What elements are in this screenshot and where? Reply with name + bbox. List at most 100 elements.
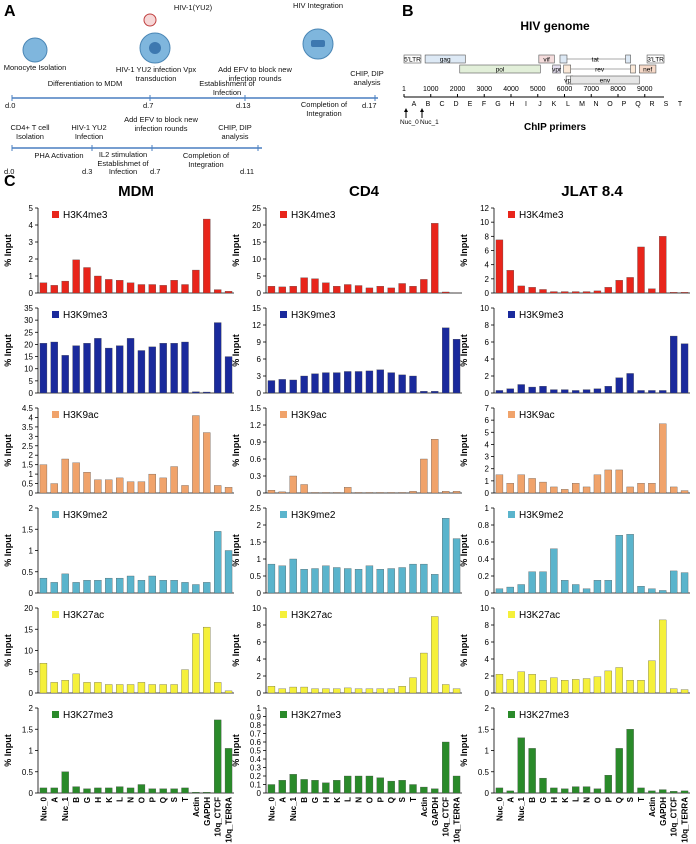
timeline-text: Add EFV to block new infection rounds <box>124 115 198 133</box>
bar <box>137 481 146 494</box>
bar <box>420 391 428 394</box>
bar <box>105 577 113 594</box>
series-label: H3K9ac <box>63 410 99 421</box>
y-tick-label: 10 <box>252 604 261 613</box>
y-tick-label: 0.5 <box>22 768 34 777</box>
bar <box>561 489 569 494</box>
y-tick-label: 0 <box>29 689 34 698</box>
bar <box>420 786 428 794</box>
y-tick-label: 0 <box>29 389 34 398</box>
bar <box>431 616 439 694</box>
y-tick-label: 0 <box>485 489 490 498</box>
gene <box>459 64 541 74</box>
y-tick-label: 10 <box>480 304 489 313</box>
y-tick-label: 1 <box>485 747 490 756</box>
series-label: H3K4me3 <box>519 210 564 221</box>
bar <box>50 285 58 294</box>
bar <box>72 259 80 294</box>
y-tick-label: 2 <box>485 672 490 681</box>
x-tick-label: N <box>583 797 592 803</box>
y-tick-label: 6 <box>485 638 490 647</box>
y-tick-label: 1 <box>29 547 34 556</box>
timeline-text: Differentiation to MDM <box>47 79 123 88</box>
x-tick-label: 10q_TERRA <box>453 797 462 843</box>
x-tick-label: K <box>333 797 342 803</box>
y-tick-label: 6 <box>485 416 490 425</box>
y-tick-label: 2 <box>29 704 34 713</box>
y-tick-label: 2 <box>29 504 34 513</box>
y-tick-label: 0.7 <box>250 730 262 739</box>
bar <box>126 684 135 694</box>
bar <box>300 686 308 694</box>
y-tick-label: 0.5 <box>250 572 262 581</box>
y-tick-label: 0.3 <box>250 764 262 773</box>
bar <box>61 771 69 794</box>
bar <box>300 779 308 794</box>
bar <box>289 379 297 394</box>
bar <box>214 719 222 794</box>
y-tick-label: 2 <box>257 672 262 681</box>
y-axis-label: % Input <box>459 734 469 767</box>
legend-swatch <box>508 211 515 218</box>
bar <box>506 483 514 494</box>
legend-swatch <box>52 211 59 218</box>
bar <box>278 491 286 494</box>
bar <box>83 580 91 594</box>
y-axis-label: % Input <box>3 534 13 567</box>
bar <box>214 485 222 494</box>
y-tick-label: 4 <box>485 261 490 270</box>
y-axis-label: % Input <box>459 634 469 667</box>
bar <box>322 492 330 494</box>
bar <box>528 478 536 494</box>
timeline-text: CD4+ T cell Isolation <box>10 123 50 141</box>
x-tick-label: S <box>626 796 635 802</box>
y-tick-label: 0 <box>485 589 490 598</box>
x-tick-label: H <box>550 797 559 803</box>
primer-label: E <box>468 101 473 108</box>
y-tick-label: 1 <box>257 555 262 564</box>
primer-label: M <box>579 101 585 108</box>
y-tick-label: 0.5 <box>478 768 490 777</box>
column-title: CD4 <box>349 183 380 200</box>
y-axis-label: % Input <box>231 234 241 267</box>
y-tick-label: 2 <box>257 521 262 530</box>
bar <box>506 586 514 594</box>
y-axis-label: % Input <box>459 234 469 267</box>
y-tick-label: 20 <box>24 340 33 349</box>
legend-swatch <box>508 311 515 318</box>
bar <box>181 485 189 494</box>
bar <box>126 575 135 594</box>
bar <box>94 580 102 594</box>
x-tick-label: Q <box>159 797 168 803</box>
bar <box>398 686 406 694</box>
x-tick-label: G <box>539 797 548 803</box>
bar <box>83 788 91 794</box>
bar <box>322 688 330 694</box>
x-tick-label: GAPDH <box>659 797 668 826</box>
bar <box>648 588 656 594</box>
bar <box>224 690 233 694</box>
bar <box>637 787 645 794</box>
y-tick-label: 2 <box>29 451 34 460</box>
bar <box>680 292 689 294</box>
y-tick-label: 0 <box>257 589 262 598</box>
bar <box>354 688 363 694</box>
y-tick-label: 2.5 <box>22 442 34 451</box>
bar <box>626 534 634 594</box>
bar <box>94 787 102 794</box>
legend-swatch <box>280 511 287 518</box>
bar <box>148 473 156 494</box>
bar <box>72 345 80 394</box>
series-label: H3K9me2 <box>291 510 336 521</box>
legend-swatch <box>508 611 515 618</box>
bar <box>387 688 395 694</box>
y-tick-label: 1 <box>29 747 34 756</box>
x-tick-label: Nuc_0 <box>495 796 504 821</box>
primer-label: F <box>482 101 486 108</box>
legend-swatch <box>508 411 515 418</box>
bar <box>311 492 319 494</box>
bar <box>670 570 678 594</box>
bar <box>354 492 363 494</box>
gene-exon <box>559 54 568 64</box>
bar <box>192 633 200 694</box>
